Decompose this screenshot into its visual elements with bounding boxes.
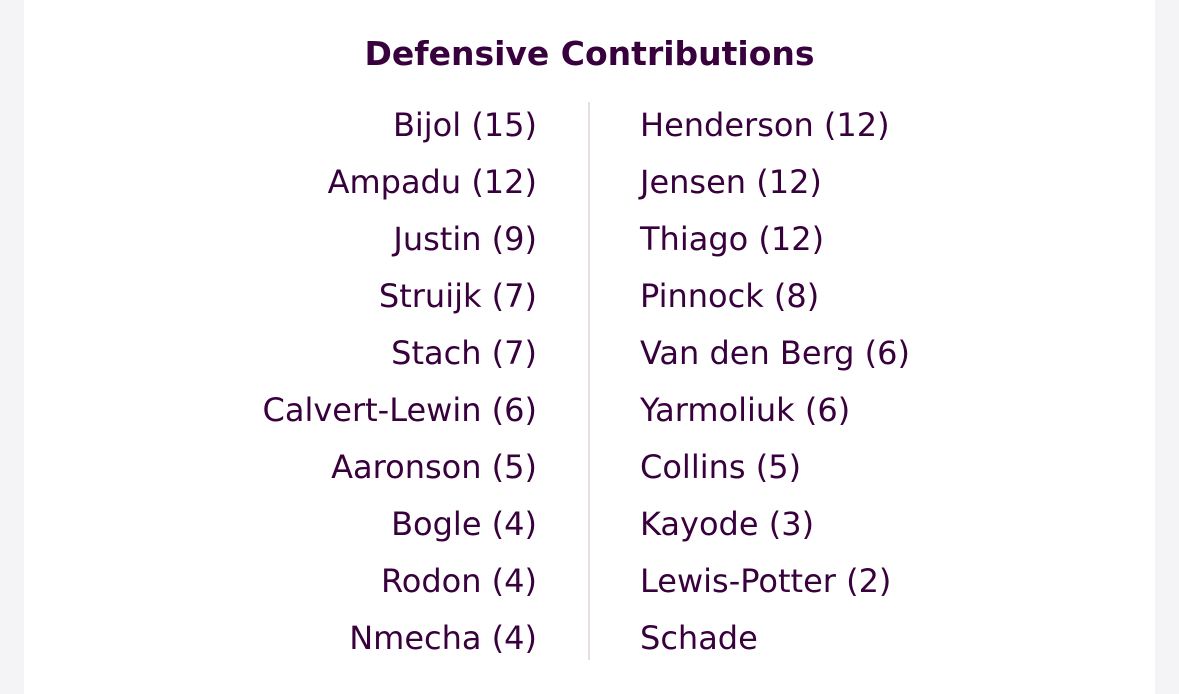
right-player-entry: Pinnock (8) [640,277,820,315]
left-player-entry: Ampadu (12) [327,163,537,201]
right-player-entry: Collins (5) [640,448,802,486]
right-player-entry: Van den Berg (6) [640,334,910,372]
left-player-entry: Bijol (15) [392,106,537,144]
right-player-entry: Lewis-Potter (2) [640,562,892,600]
left-player-entry: Justin (9) [393,220,537,258]
card-title: Defensive Contributions [364,34,815,73]
left-team-list: Bijol (15) Ampadu (12) Justin (9) Struij… [262,97,537,667]
right-player-entry: Thiago (12) [640,220,825,258]
defensive-contributions-card: Defensive Contributions Bijol (15) Ampad… [24,0,1155,694]
right-player-entry: Jensen (12) [640,163,822,201]
right-player-entry: Yarmoliuk (6) [640,391,851,429]
left-player-entry: Struijk (7) [378,277,537,315]
right-player-entry: Kayode (3) [640,505,815,543]
left-player-entry: Rodon (4) [380,562,537,600]
left-player-entry: Bogle (4) [391,505,537,543]
left-player-entry: Nmecha (4) [349,619,537,657]
left-player-entry: Aaronson (5) [331,448,537,486]
right-player-entry: Henderson (12) [640,106,890,144]
right-team-list: Henderson (12) Jensen (12) Thiago (12) P… [640,97,910,667]
right-player-entry: Schade [640,619,758,657]
left-player-entry: Calvert-Lewin (6) [262,391,537,429]
column-divider [588,102,590,660]
left-player-entry: Stach (7) [391,334,537,372]
